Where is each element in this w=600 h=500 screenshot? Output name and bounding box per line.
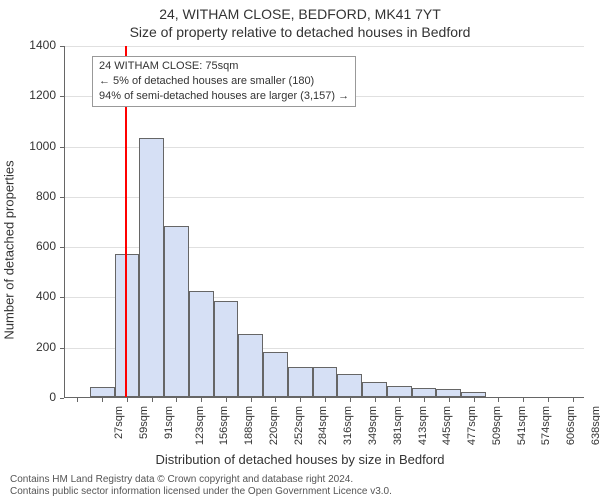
xtick-mark	[102, 398, 103, 402]
ytick-mark	[60, 147, 64, 148]
xtick-label: 606sqm	[565, 406, 577, 445]
xtick-mark	[77, 398, 78, 402]
xtick-label: 316sqm	[342, 406, 354, 445]
ytick-mark	[60, 348, 64, 349]
xtick-mark	[201, 398, 202, 402]
xtick-mark	[251, 398, 252, 402]
annotation-box: 24 WITHAM CLOSE: 75sqm ← 5% of detached …	[92, 56, 356, 107]
ytick-mark	[60, 96, 64, 97]
xtick-label: 445sqm	[441, 406, 453, 445]
footer-line1: Contains HM Land Registry data © Crown c…	[10, 474, 590, 486]
xtick-label: 574sqm	[540, 406, 552, 445]
ytick-label: 400	[24, 289, 56, 303]
xtick-label: 284sqm	[318, 406, 330, 445]
ytick-mark	[60, 297, 64, 298]
ytick-mark	[60, 247, 64, 248]
ytick-label: 0	[24, 390, 56, 404]
y-axis-label: Number of detached properties	[1, 160, 16, 339]
annotation-line2: ← 5% of detached houses are smaller (180…	[99, 74, 349, 89]
xtick-label: 638sqm	[590, 406, 600, 445]
histogram-bar	[436, 389, 461, 397]
xtick-label: 477sqm	[466, 406, 478, 445]
xtick-mark	[474, 398, 475, 402]
histogram-bar	[362, 382, 387, 397]
histogram-bar	[214, 301, 239, 397]
xtick-label: 123sqm	[194, 406, 206, 445]
xtick-mark	[300, 398, 301, 402]
xtick-label: 220sqm	[268, 406, 280, 445]
xtick-label: 59sqm	[138, 406, 150, 439]
xtick-mark	[498, 398, 499, 402]
x-axis-label: Distribution of detached houses by size …	[0, 452, 600, 467]
chart-title-line2: Size of property relative to detached ho…	[0, 24, 600, 40]
chart-container: 24, WITHAM CLOSE, BEDFORD, MK41 7YT Size…	[0, 0, 600, 500]
xtick-label: 413sqm	[417, 406, 429, 445]
xtick-mark	[399, 398, 400, 402]
xtick-label: 509sqm	[491, 406, 503, 445]
xtick-mark	[523, 398, 524, 402]
xtick-label: 252sqm	[293, 406, 305, 445]
annotation-line1: 24 WITHAM CLOSE: 75sqm	[99, 59, 349, 74]
histogram-bar	[263, 352, 288, 397]
xtick-mark	[573, 398, 574, 402]
ytick-label: 1200	[24, 88, 56, 102]
xtick-label: 27sqm	[113, 406, 125, 439]
xtick-mark	[375, 398, 376, 402]
gridline-h	[65, 46, 584, 47]
histogram-bar	[412, 388, 437, 397]
footer-line2: Contains public sector information licen…	[10, 486, 590, 498]
ytick-label: 1000	[24, 139, 56, 153]
xtick-mark	[127, 398, 128, 402]
ytick-mark	[60, 398, 64, 399]
histogram-bar	[288, 367, 313, 397]
xtick-mark	[449, 398, 450, 402]
ytick-label: 1400	[24, 38, 56, 52]
xtick-mark	[152, 398, 153, 402]
ytick-label: 600	[24, 239, 56, 253]
ytick-label: 200	[24, 340, 56, 354]
ytick-mark	[60, 197, 64, 198]
xtick-label: 156sqm	[219, 406, 231, 445]
histogram-bar	[313, 367, 338, 397]
annotation-line3: 94% of semi-detached houses are larger (…	[99, 89, 349, 104]
histogram-bar	[387, 386, 412, 397]
xtick-label: 188sqm	[243, 406, 255, 445]
histogram-bar	[139, 138, 164, 397]
histogram-bar	[115, 254, 140, 397]
xtick-mark	[325, 398, 326, 402]
xtick-label: 349sqm	[367, 406, 379, 445]
chart-title-line1: 24, WITHAM CLOSE, BEDFORD, MK41 7YT	[0, 6, 600, 22]
ytick-label: 800	[24, 189, 56, 203]
histogram-bar	[461, 392, 486, 397]
histogram-bar	[90, 387, 115, 397]
xtick-mark	[275, 398, 276, 402]
xtick-label: 541sqm	[516, 406, 528, 445]
xtick-mark	[226, 398, 227, 402]
xtick-label: 381sqm	[392, 406, 404, 445]
xtick-mark	[424, 398, 425, 402]
xtick-mark	[176, 398, 177, 402]
histogram-bar	[238, 334, 263, 397]
histogram-bar	[337, 374, 362, 397]
ytick-mark	[60, 46, 64, 47]
xtick-mark	[548, 398, 549, 402]
xtick-label: 91sqm	[163, 406, 175, 439]
histogram-bar	[164, 226, 189, 397]
histogram-bar	[189, 291, 214, 397]
footer-attribution: Contains HM Land Registry data © Crown c…	[10, 474, 590, 497]
xtick-mark	[350, 398, 351, 402]
